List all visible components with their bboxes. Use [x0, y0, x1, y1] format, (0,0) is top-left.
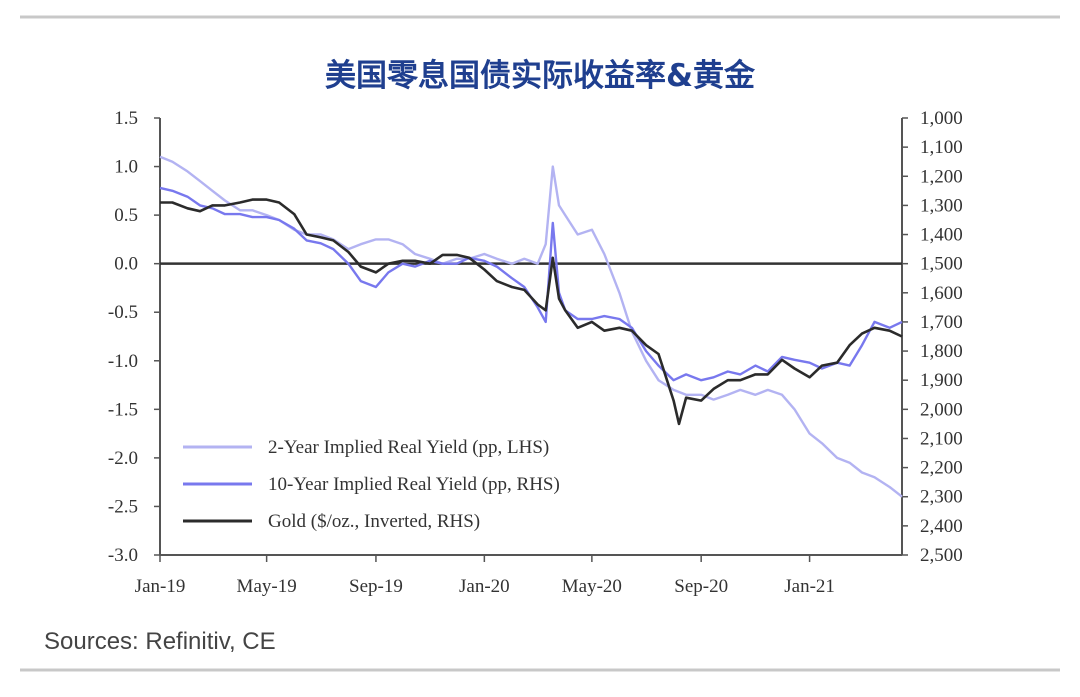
right-tick-label: 2,500 [920, 545, 963, 566]
right-tick-label: 2,200 [920, 458, 963, 479]
left-tick-label: -0.5 [108, 302, 138, 323]
x-tick-label: Sep-19 [349, 576, 403, 597]
x-tick-label: Jan-20 [459, 576, 510, 597]
right-tick-label: 2,400 [920, 516, 963, 537]
left-tick-label: -1.0 [108, 351, 138, 372]
right-tick-label: 1,700 [920, 312, 963, 333]
x-tick-label: Jan-19 [135, 576, 186, 597]
legend: 2-Year Implied Real Yield (pp, LHS) 10-Y… [183, 437, 560, 532]
left-tick-label: -2.0 [108, 448, 138, 469]
right-tick-label: 1,900 [920, 370, 963, 391]
right-tick-label: 1,200 [920, 166, 963, 187]
left-tick-label: 1.0 [114, 157, 138, 178]
right-tick-label: 2,000 [920, 399, 963, 420]
series-gold-inverted [160, 198, 903, 426]
source-note: Sources: Refinitiv, CE [44, 628, 276, 655]
legend-label-2y: 2-Year Implied Real Yield (pp, LHS) [268, 437, 549, 458]
x-tick-label: May-19 [237, 576, 297, 597]
series-10y-real-yield [159, 186, 903, 382]
right-tick-label: 1,000 [920, 108, 963, 129]
chart-title: 美国零息国债实际收益率&黄金 [325, 58, 756, 94]
left-tick-label: 1.5 [114, 108, 138, 129]
right-tick-label: 1,400 [920, 225, 963, 246]
left-tick-label: 0.5 [114, 205, 138, 226]
x-tick-label: Sep-20 [674, 576, 728, 597]
right-tick-label: 1,800 [920, 341, 963, 362]
left-tick-label: 0.0 [114, 254, 138, 275]
left-tick-label: -2.5 [108, 496, 138, 517]
right-tick-label: 1,600 [920, 283, 963, 304]
right-tick-label: 1,500 [920, 254, 963, 275]
legend-label-10y: 10-Year Implied Real Yield (pp, RHS) [268, 474, 560, 495]
x-tick-label: Jan-21 [784, 576, 835, 597]
series-layer [159, 155, 903, 498]
left-tick-label: -1.5 [108, 399, 138, 420]
right-tick-label: 1,300 [920, 195, 963, 216]
right-tick-label: 2,300 [920, 487, 963, 508]
axes-layer: 1.5 1.0 0.5 0.0 -0.5 -1.0 -1.5 -2.0 -2.5 -3.0 1,00… [108, 108, 963, 597]
right-tick-label: 1,100 [920, 137, 963, 158]
left-tick-label: -3.0 [108, 545, 138, 566]
x-tick-label: May-20 [562, 576, 622, 597]
legend-label-gold: Gold ($/oz., Inverted, RHS) [268, 511, 480, 532]
right-tick-label: 2,100 [920, 428, 963, 449]
